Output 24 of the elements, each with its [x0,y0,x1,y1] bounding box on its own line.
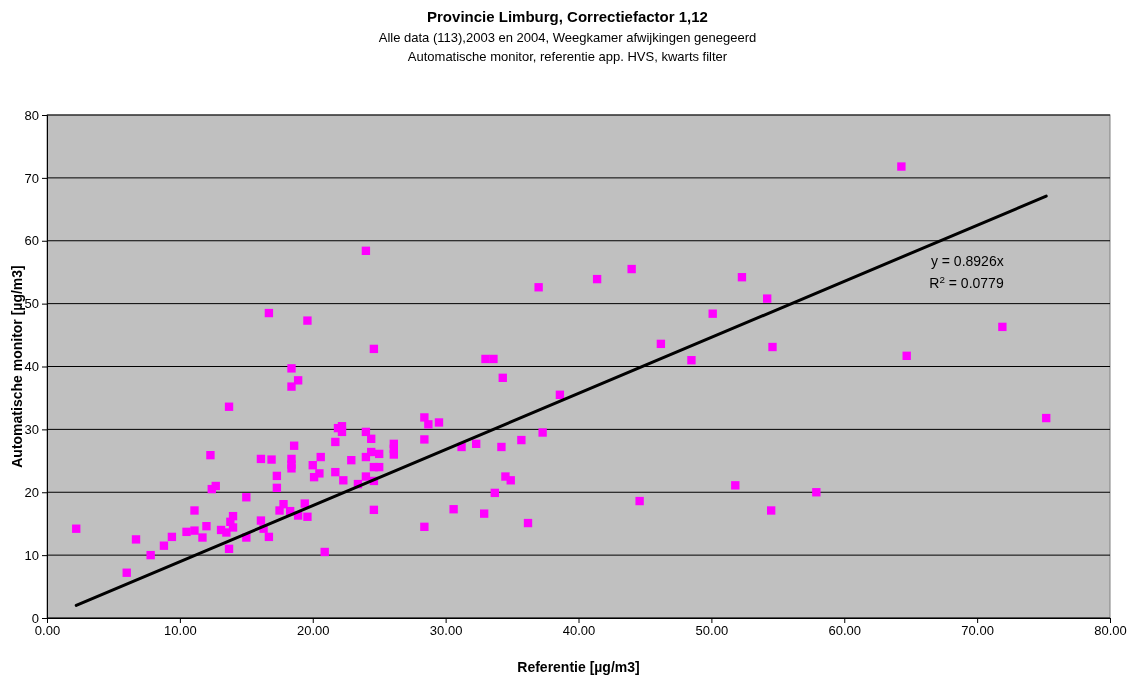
x-tick-label: 70.00 [961,623,994,639]
x-tick-label: 20.00 [296,623,330,639]
x-tick-label: 30.00 [429,623,463,639]
chart-title: Provincie Limburg, Correctiefactor 1,12 [427,8,708,25]
y-tick-label: 70 [24,170,39,186]
x-tick-label: 50.00 [695,623,729,639]
y-tick-label: 50 [24,296,39,312]
x-tick-label: 40.00 [562,623,596,639]
y-axis-title: Automatische monitor [µg/m3] [9,265,25,468]
y-tick-label: 30 [24,422,39,438]
y-tick-label: 0 [31,610,39,626]
annotation: R$^{2}$ = 0.0779 [929,273,1004,291]
x-tick-label: 80.00 [1094,623,1127,639]
chart-subtitle: Alle data (113),2003 en 2004, Weegkamer afwijkingen genegeerd Automatische monitor, referentie app. HVS, kwarts filter [378,30,757,64]
y-tick-label: 40 [24,359,39,375]
x-tick-label: 60.00 [828,623,862,639]
x-tick-label: 0.00 [34,623,61,639]
y-tick-label: 10 [24,547,39,563]
y-tick-label: 20 [24,484,39,500]
y-tick-label: 60 [24,233,39,249]
y-tick-label: 80 [24,107,39,123]
annotation: y = 0.8926x [930,252,1004,269]
x-tick-label: 10.00 [164,623,197,639]
x-axis-title: Referentie [µg/m3] [517,659,640,675]
